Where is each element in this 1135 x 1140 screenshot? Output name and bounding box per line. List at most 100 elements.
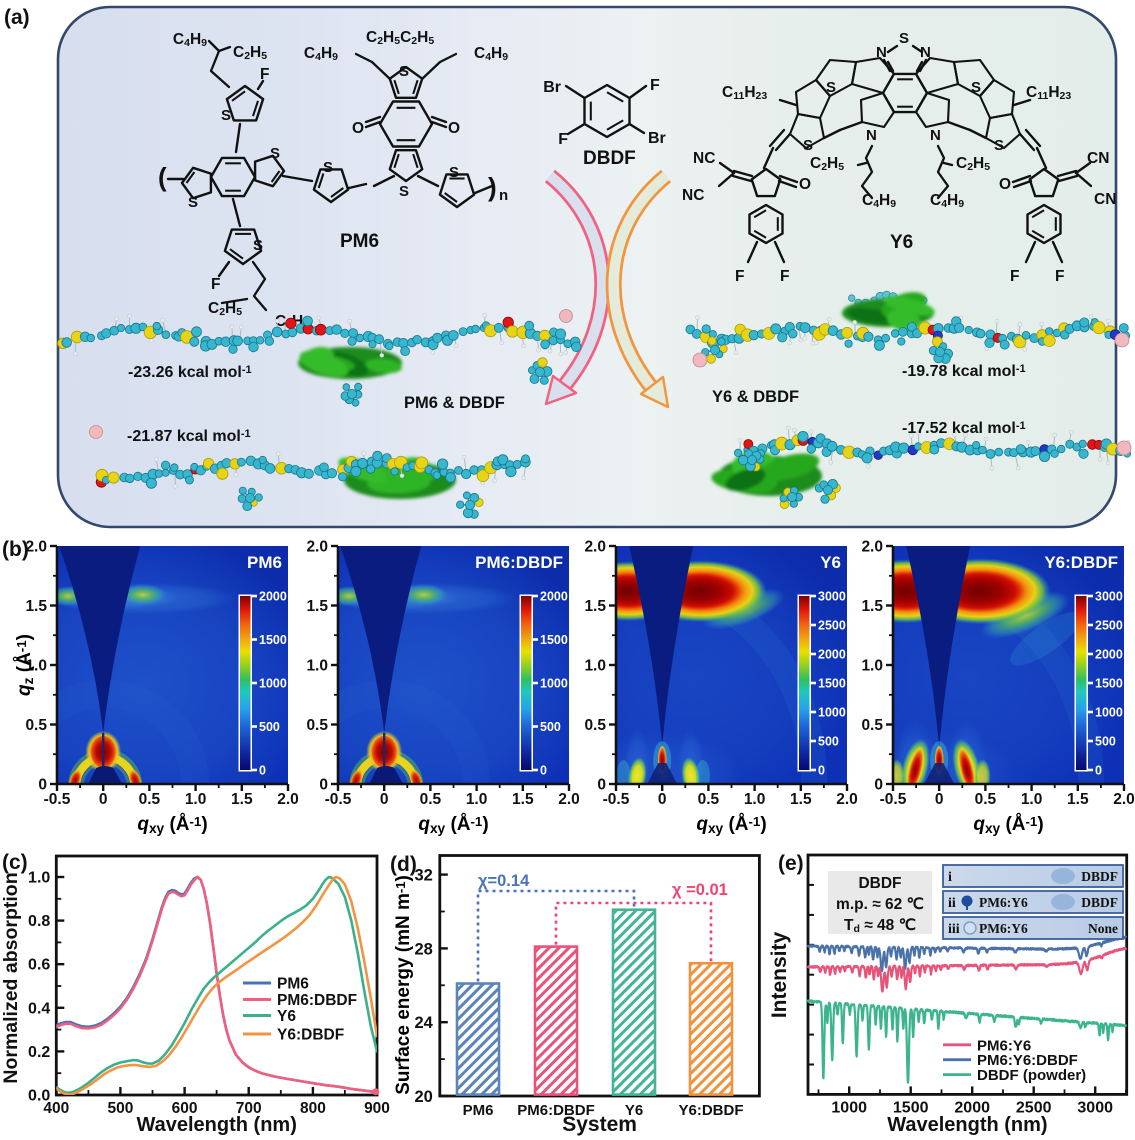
svg-text:): ) — [488, 172, 497, 202]
svg-text:0.0: 0.0 — [28, 1088, 50, 1105]
svg-text:C4H9: C4H9 — [862, 192, 896, 210]
svg-text:F: F — [1010, 268, 1019, 285]
svg-text:1.5: 1.5 — [512, 791, 534, 808]
svg-text:1.5: 1.5 — [306, 598, 328, 615]
svg-text:2000: 2000 — [259, 590, 287, 604]
svg-text:DBDF: DBDF — [1081, 895, 1118, 910]
svg-text:500: 500 — [540, 720, 561, 734]
svg-text:S: S — [221, 107, 231, 124]
svg-text:S: S — [399, 183, 409, 200]
svg-text:0: 0 — [380, 791, 389, 808]
svg-text:1.0: 1.0 — [584, 658, 606, 675]
svg-text:C2H5: C2H5 — [233, 44, 267, 62]
svg-text:qz (Å-1): qz (Å-1) — [14, 634, 36, 696]
svg-text:N: N — [930, 127, 941, 144]
svg-text:qxy (Å-1): qxy (Å-1) — [137, 814, 207, 836]
svg-text:PM6:Y6: PM6:Y6 — [979, 921, 1028, 936]
svg-text:CN: CN — [1094, 191, 1116, 208]
svg-text:1000: 1000 — [818, 706, 846, 720]
svg-text:Y6: Y6 — [820, 553, 841, 572]
svg-text:qxy (Å-1): qxy (Å-1) — [973, 814, 1043, 836]
svg-text:1.0: 1.0 — [744, 791, 766, 808]
svg-text:Td ≈ 48 ℃: Td ≈ 48 ℃ — [844, 917, 917, 935]
svg-text:0.5: 0.5 — [139, 791, 161, 808]
svg-text:3000: 3000 — [1077, 1099, 1113, 1116]
svg-text:0: 0 — [319, 777, 328, 794]
svg-text:-0.5: -0.5 — [325, 791, 352, 808]
svg-text:2500: 2500 — [1016, 1099, 1052, 1116]
svg-text:C2H5: C2H5 — [208, 300, 242, 318]
svg-text:0: 0 — [935, 791, 944, 808]
svg-text:O: O — [352, 120, 364, 137]
svg-text:Y6:DBDF: Y6:DBDF — [277, 1027, 344, 1044]
svg-text:Br: Br — [543, 79, 561, 96]
svg-text:0.2: 0.2 — [28, 1044, 50, 1061]
svg-text:3000: 3000 — [1095, 590, 1123, 604]
svg-text:0.5: 0.5 — [25, 717, 47, 734]
svg-text:S: S — [449, 164, 459, 181]
svg-text:Br: Br — [648, 130, 666, 147]
svg-text:F: F — [260, 66, 269, 83]
svg-text:2.0: 2.0 — [306, 539, 328, 556]
svg-text:S: S — [971, 79, 981, 96]
svg-text:0.5: 0.5 — [698, 791, 720, 808]
svg-text:800: 800 — [300, 1100, 326, 1117]
svg-text:1.0: 1.0 — [1021, 791, 1043, 808]
svg-text:C4H9: C4H9 — [930, 192, 964, 210]
svg-text:1.0: 1.0 — [185, 791, 207, 808]
svg-text:C4H9: C4H9 — [474, 45, 508, 63]
svg-text:0.5: 0.5 — [861, 717, 883, 734]
svg-text:S: S — [399, 63, 409, 80]
svg-text:CN: CN — [1087, 150, 1109, 167]
svg-text:2.0: 2.0 — [558, 791, 580, 808]
svg-text:2500: 2500 — [818, 619, 846, 633]
svg-text:S: S — [253, 237, 263, 254]
svg-text:S: S — [188, 194, 198, 211]
svg-text:Wavelength (nm): Wavelength (nm) — [887, 1114, 1047, 1136]
svg-text:1.5: 1.5 — [861, 598, 883, 615]
svg-text:N: N — [866, 127, 877, 144]
svg-text:qxy (Å-1): qxy (Å-1) — [696, 814, 766, 836]
svg-text:Intensity: Intensity — [768, 932, 791, 1019]
svg-text:(c): (c) — [2, 851, 28, 874]
svg-text:iii: iii — [948, 922, 960, 937]
svg-text:(b): (b) — [2, 538, 29, 561]
svg-text:PM6:Y6: PM6:Y6 — [977, 1037, 1031, 1054]
svg-text:Normalized absorption: Normalized absorption — [0, 872, 22, 1083]
svg-text:-17.52 kcal mol-1: -17.52 kcal mol-1 — [902, 420, 1026, 437]
svg-text:0: 0 — [99, 791, 108, 808]
svg-text:0.8: 0.8 — [28, 913, 50, 930]
svg-text:1000: 1000 — [831, 1099, 867, 1116]
svg-text:(e): (e) — [778, 852, 804, 875]
svg-text:1000: 1000 — [259, 677, 287, 691]
svg-text:PM6: PM6 — [340, 231, 379, 252]
svg-text:S: S — [323, 159, 333, 176]
svg-text:2000: 2000 — [818, 648, 846, 662]
svg-text:None: None — [1088, 921, 1118, 936]
svg-text:1.0: 1.0 — [466, 791, 488, 808]
svg-text:-21.87 kcal mol-1: -21.87 kcal mol-1 — [127, 428, 251, 445]
svg-text:2500: 2500 — [1095, 619, 1123, 633]
svg-text:Y6:DBDF: Y6:DBDF — [678, 1102, 743, 1119]
svg-text:1.5: 1.5 — [1067, 791, 1089, 808]
svg-text:700: 700 — [236, 1100, 262, 1117]
svg-text:1500: 1500 — [1095, 677, 1123, 691]
svg-text:Y6: Y6 — [277, 1008, 296, 1025]
svg-text:C11H23: C11H23 — [1026, 84, 1071, 102]
svg-text:m.p. ≈ 62 ℃: m.p. ≈ 62 ℃ — [836, 896, 925, 913]
svg-text:PM6: PM6 — [277, 976, 309, 993]
svg-text:F: F — [735, 268, 744, 285]
svg-text:1.0: 1.0 — [861, 658, 883, 675]
svg-text:-23.26 kcal mol-1: -23.26 kcal mol-1 — [128, 364, 252, 381]
svg-text:0: 0 — [597, 777, 606, 794]
svg-text:PM6: PM6 — [247, 553, 282, 572]
svg-text:-0.5: -0.5 — [603, 791, 630, 808]
svg-text:0: 0 — [540, 764, 547, 778]
svg-text:24: 24 — [414, 1014, 433, 1032]
svg-text:S: S — [803, 137, 813, 154]
svg-text:1000: 1000 — [1095, 706, 1123, 720]
svg-text:2.0: 2.0 — [277, 791, 299, 808]
svg-text:F: F — [1055, 268, 1064, 285]
svg-text:0: 0 — [38, 777, 47, 794]
svg-text:1500: 1500 — [540, 633, 568, 647]
